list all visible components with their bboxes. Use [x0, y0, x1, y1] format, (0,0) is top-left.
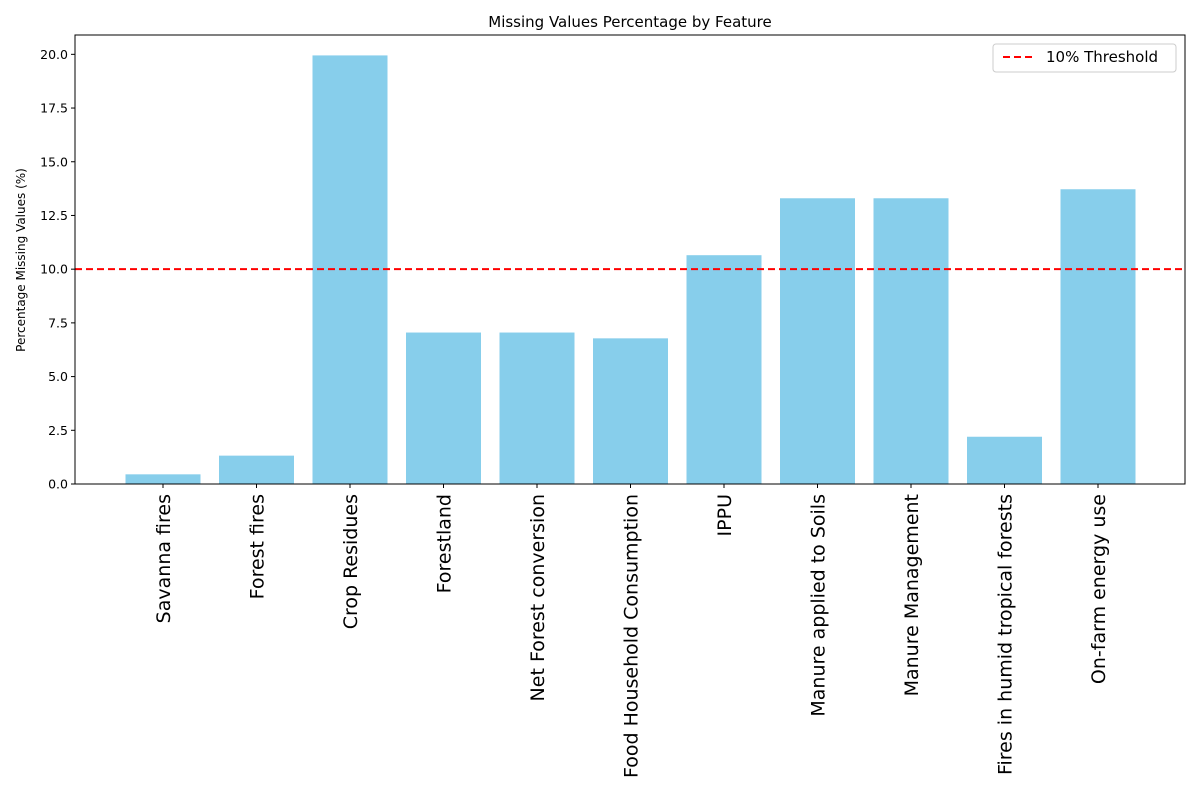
x-tick-label: Forest fires — [247, 494, 269, 599]
x-tick-label: Crop Residues — [340, 494, 362, 629]
x-tick-label: Manure applied to Soils — [808, 494, 830, 717]
y-tick-label: 10.0 — [40, 262, 68, 277]
bars-group — [125, 55, 1136, 484]
bar — [499, 332, 575, 484]
x-tick-label: Forestland — [434, 494, 456, 593]
y-tick-label: 5.0 — [48, 369, 68, 384]
bar — [967, 436, 1042, 484]
y-tick-label: 2.5 — [48, 423, 68, 438]
y-tick-label: 15.0 — [40, 154, 68, 169]
plot-frame — [74, 34, 1186, 485]
bar — [873, 198, 949, 484]
bar — [125, 474, 201, 484]
bar — [1060, 189, 1136, 484]
y-tick-label: 7.5 — [48, 315, 68, 330]
x-tick-label: Manure Management — [901, 494, 923, 696]
y-tick-label: 0.0 — [48, 477, 68, 492]
y-axis-ticks: 0.0 2.5 5.0 7.5 10.0 12.5 15.0 17.5 20.0 — [40, 47, 75, 492]
x-tick-label: Savanna fires — [153, 494, 175, 623]
bar — [406, 332, 481, 484]
bar — [593, 338, 668, 484]
x-tick-label: IPPU — [714, 494, 736, 536]
y-tick-label: 12.5 — [40, 208, 68, 223]
bar — [219, 455, 294, 484]
bar — [686, 255, 762, 484]
legend-box — [992, 43, 1177, 73]
legend-threshold-label: 10% Threshold — [1046, 48, 1158, 66]
x-tick-label: Food Household Consumption — [621, 494, 643, 778]
x-tick-label: On-farm energy use — [1088, 494, 1110, 684]
x-axis-ticks: Savanna fires Forest fires Crop Residues Fo… — [153, 484, 1110, 778]
legend: 10% Threshold — [992, 43, 1177, 73]
y-axis-label: Percentage Missing Values (%) — [14, 168, 28, 352]
y-tick-label: 20.0 — [40, 47, 68, 62]
x-tick-label: Net Forest conversion — [527, 494, 549, 701]
bar — [780, 198, 855, 484]
chart-title: Missing Values Percentage by Feature — [488, 13, 771, 31]
y-tick-label: 17.5 — [40, 101, 68, 116]
x-tick-label: Fires in humid tropical forests — [995, 494, 1017, 775]
